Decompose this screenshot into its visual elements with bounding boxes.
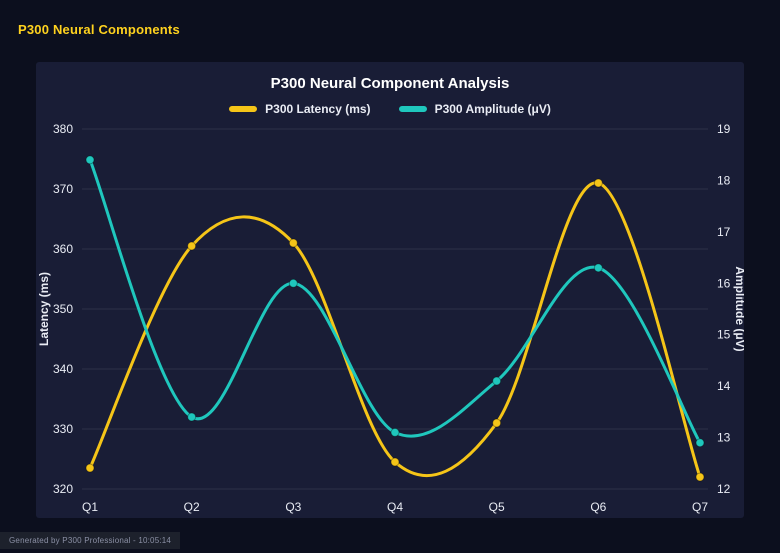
left-axis-tick: 370 [53, 182, 73, 196]
left-axis-title: Latency (ms) [37, 272, 51, 346]
legend-item-latency[interactable]: P300 Latency (ms) [229, 102, 371, 116]
latency-data-point[interactable] [695, 472, 705, 482]
amplitude-data-point[interactable] [288, 278, 298, 288]
right-axis-tick: 12 [717, 482, 731, 496]
amplitude-data-point[interactable] [390, 427, 400, 437]
left-axis-tick: 350 [53, 302, 73, 316]
x-axis-label: Q5 [489, 500, 505, 514]
latency-data-point[interactable] [85, 463, 95, 473]
chart-title: P300 Neural Component Analysis [270, 75, 510, 92]
x-axis-label: Q4 [387, 500, 403, 514]
legend-swatch-amplitude [398, 106, 427, 112]
amplitude-data-point[interactable] [187, 412, 197, 422]
x-axis-label: Q7 [692, 500, 708, 514]
chart-panel: P300 Neural Component Analysis P300 Late… [36, 62, 744, 518]
left-axis-tick: 360 [53, 242, 73, 256]
line-chart: 320 330 340 350 360 370 380 12 13 14 15 16 17 18 19 Q1 Q… [37, 122, 744, 514]
footer-status: Generated by P300 Professional - 10:05:1… [0, 532, 181, 549]
left-axis-tick: 320 [53, 482, 73, 496]
right-axis-tick: 14 [717, 379, 731, 393]
latency-data-point[interactable] [492, 418, 502, 428]
right-axis-tick: 13 [717, 431, 731, 445]
latency-data-point[interactable] [593, 178, 603, 188]
amplitude-data-point[interactable] [85, 155, 95, 165]
right-axis-tick: 16 [717, 276, 731, 290]
chart-legend: P300 Latency (ms) P300 Amplitude (μV) [36, 101, 744, 117]
legend-swatch-latency [229, 106, 258, 112]
amplitude-line[interactable] [88, 158, 702, 445]
left-axis-tick: 380 [53, 122, 73, 136]
latency-data-point[interactable] [390, 457, 400, 467]
page-title: P300 Neural Components [18, 22, 180, 37]
right-axis-tick: 18 [717, 173, 731, 187]
x-axis-label: Q2 [184, 500, 200, 514]
right-axis-title: Amplitude (μV) [733, 266, 744, 351]
x-axis-label: Q6 [590, 500, 606, 514]
latency-data-point[interactable] [288, 238, 298, 248]
right-axis-tick: 19 [717, 122, 731, 136]
right-axis-tick: 17 [717, 225, 731, 239]
left-axis-tick: 340 [53, 362, 73, 376]
amplitude-data-point[interactable] [695, 438, 705, 448]
legend-label-latency: P300 Latency (ms) [265, 102, 371, 116]
legend-item-amplitude[interactable]: P300 Amplitude (μV) [398, 102, 551, 116]
amplitude-data-point[interactable] [593, 263, 603, 273]
amplitude-data-point[interactable] [492, 376, 502, 386]
x-axis-label: Q3 [285, 500, 301, 514]
right-axis-tick: 15 [717, 328, 731, 342]
x-axis-label: Q1 [82, 500, 98, 514]
legend-label-amplitude: P300 Amplitude (μV) [434, 102, 551, 116]
left-axis-tick: 330 [53, 422, 73, 436]
latency-data-point[interactable] [187, 241, 197, 251]
